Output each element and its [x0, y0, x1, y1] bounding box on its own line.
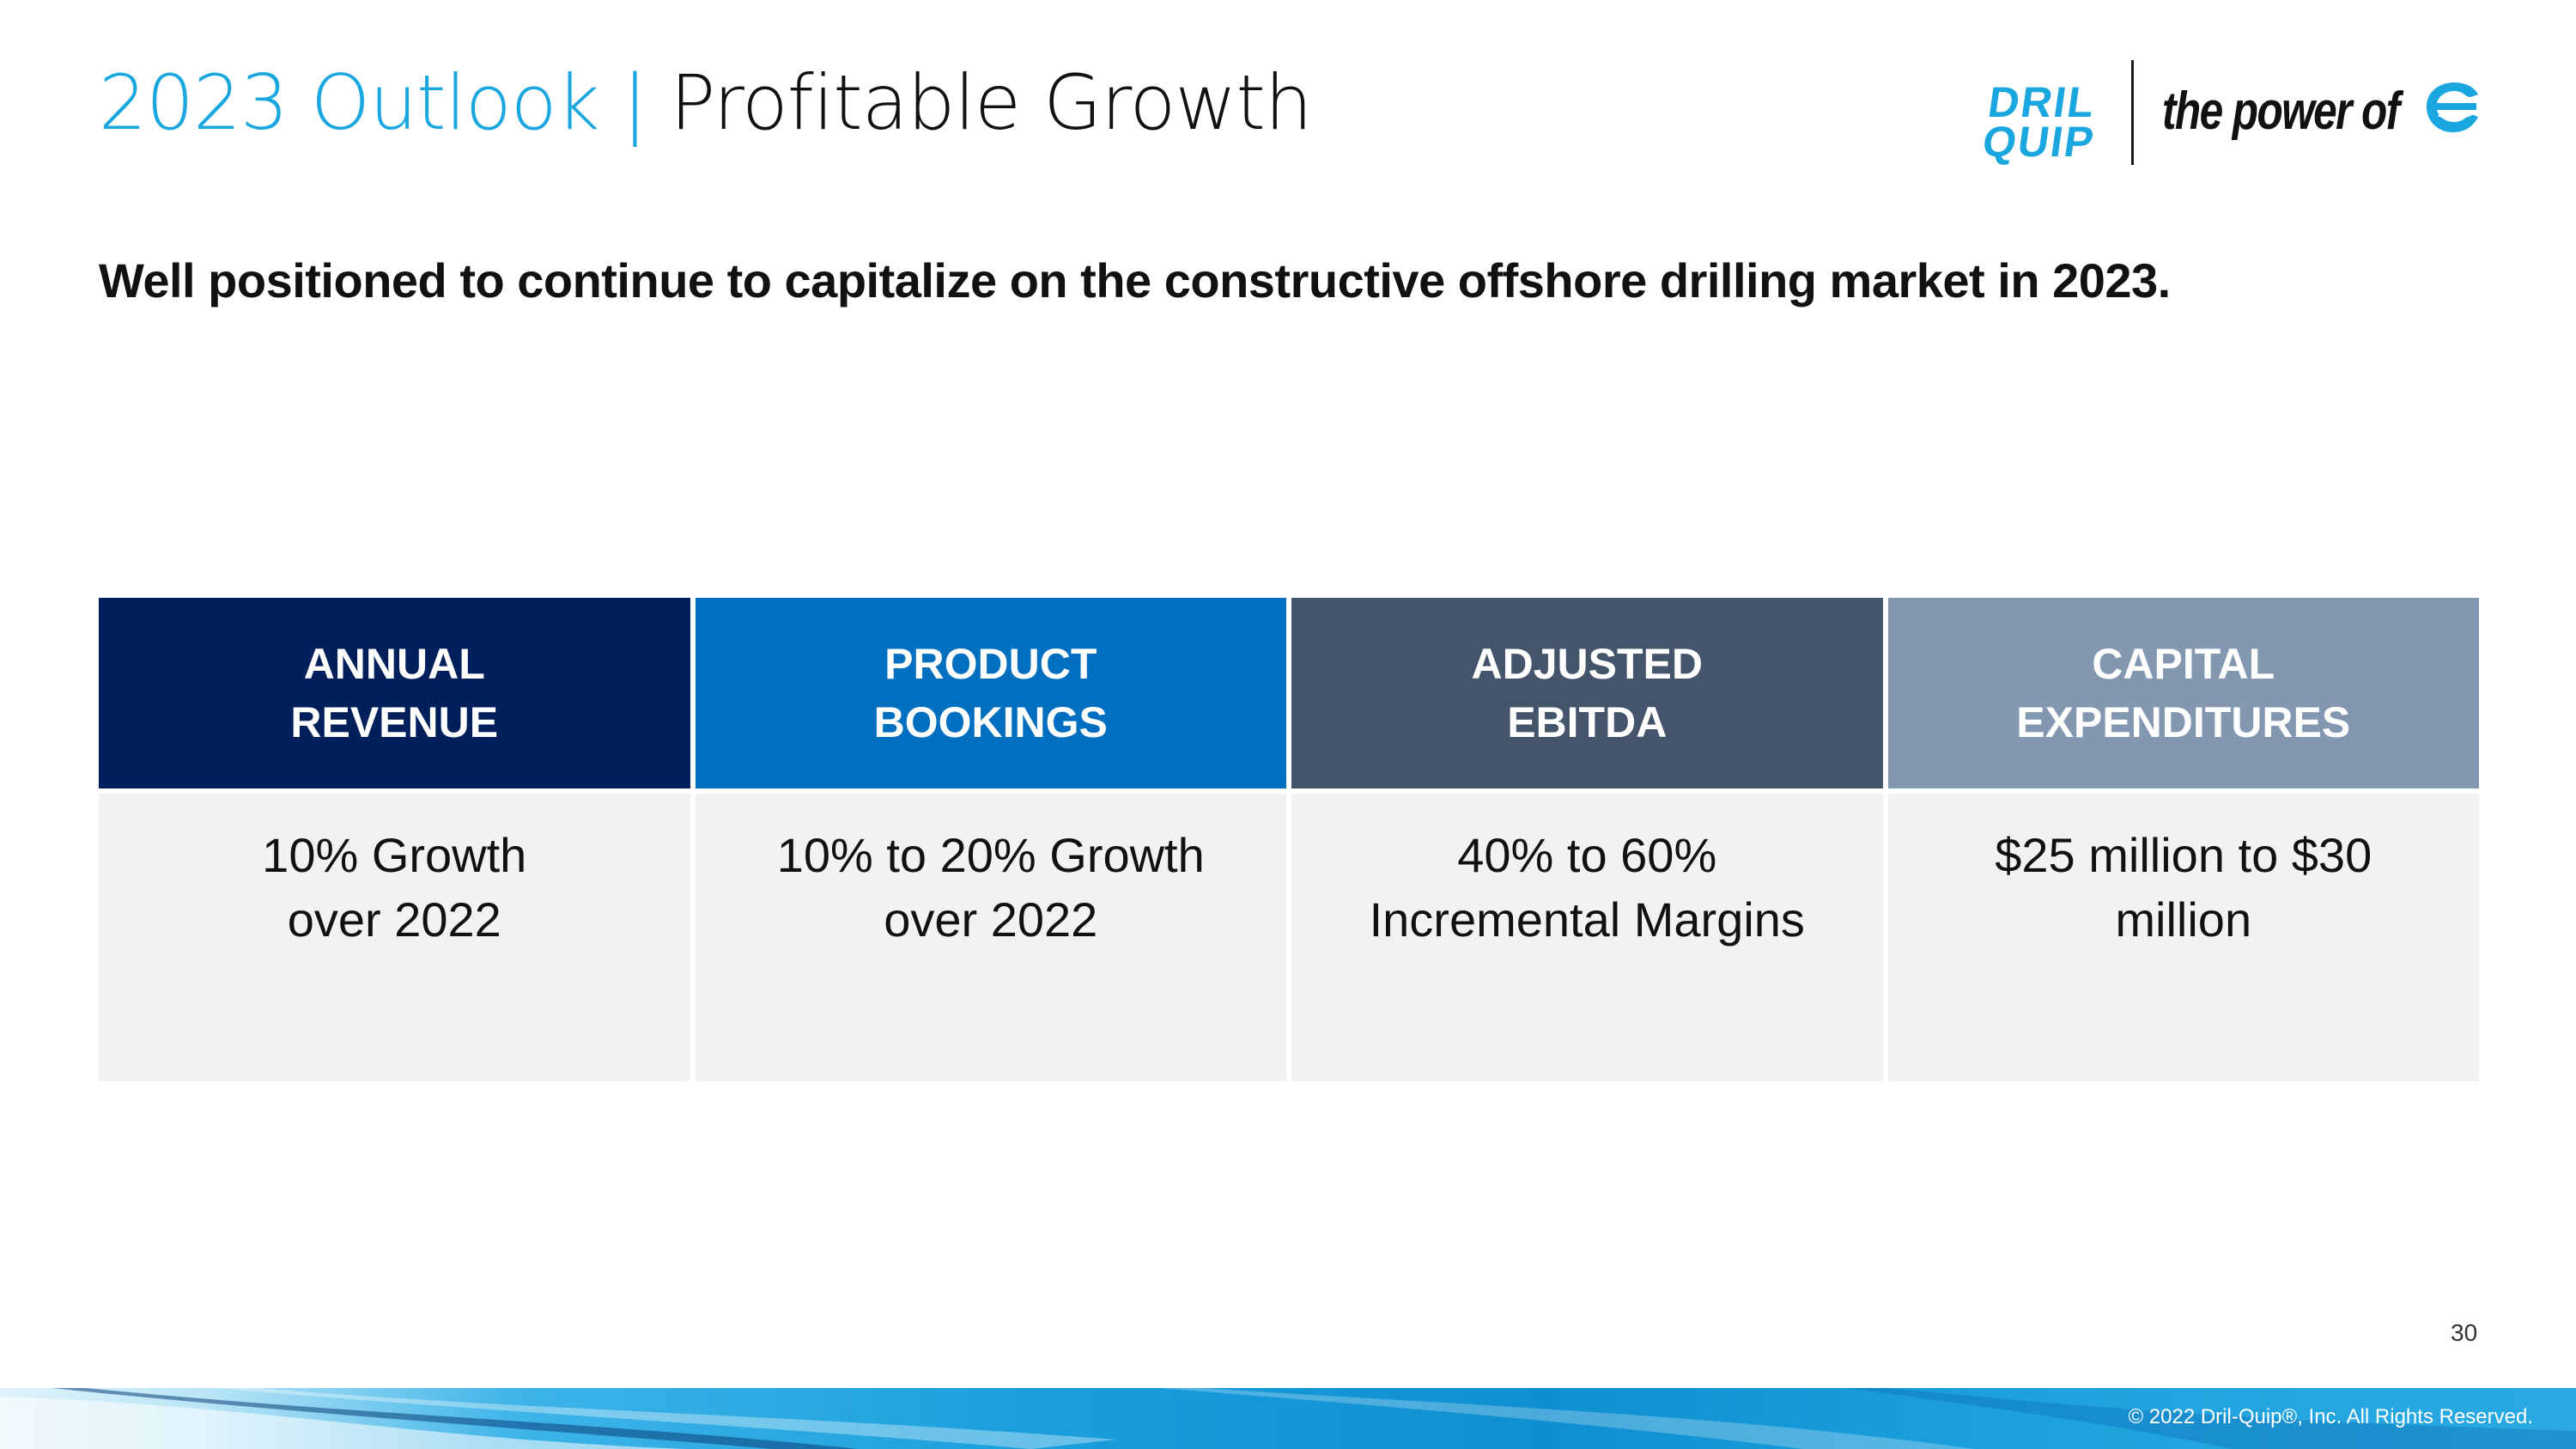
column-value: 10% to 20% Growth over 2022 [695, 794, 1286, 1081]
header-line: EXPENDITURES [2016, 698, 2351, 746]
value-line: over 2022 [287, 892, 501, 947]
column-header: PRODUCT BOOKINGS [695, 598, 1286, 788]
value-line: 10% to 20% Growth [776, 828, 1205, 882]
copyright-notice: © 2022 Dril-Quip®, Inc. All Rights Reser… [2128, 1405, 2533, 1428]
header-line: REVENUE [290, 698, 499, 746]
value-line: 10% Growth [262, 828, 527, 882]
header-line: ANNUAL [303, 640, 485, 688]
header-line: BOOKINGS [873, 698, 1108, 746]
slide-subtitle: Well positioned to continue to capitaliz… [99, 253, 2171, 307]
dril-quip-logo-mark: DRIL QUIP [1979, 78, 2110, 168]
page-title: 2023 Outlook | Profitable Growth [99, 65, 1313, 141]
column-adjusted-ebitda: ADJUSTED EBITDA 40% to 60% Incremental M… [1291, 598, 1883, 1081]
value-line: Incremental Margins [1369, 892, 1805, 947]
column-header: ANNUAL REVENUE [99, 598, 690, 788]
header-line: ADJUSTED [1471, 640, 1703, 688]
logo-e-icon [2427, 82, 2478, 132]
title-accent: 2023 Outlook [99, 58, 600, 147]
value-line: over 2022 [884, 892, 1098, 947]
footer-band: © 2022 Dril-Quip®, Inc. All Rights Reser… [0, 1388, 2576, 1449]
header-line: PRODUCT [884, 640, 1097, 688]
column-value: $25 million to $30 million [1887, 794, 2479, 1081]
title-main: Profitable Growth [670, 58, 1312, 147]
value-line: million [2115, 892, 2252, 947]
title-separator: | [622, 58, 648, 147]
header-line: CAPITAL [2092, 640, 2275, 688]
column-value: 40% to 60% Incremental Margins [1291, 794, 1883, 1081]
logo-name-line2: QUIP [1979, 118, 2099, 166]
logo-divider [2131, 60, 2134, 165]
value-line: 40% to 60% [1457, 828, 1717, 882]
footer-wave-graphic [0, 1388, 2576, 1449]
column-header: CAPITAL EXPENDITURES [1887, 598, 2479, 788]
header-line: EBITDA [1507, 698, 1668, 746]
column-annual-revenue: ANNUAL REVENUE 10% Growth over 2022 [99, 598, 690, 1081]
column-header: ADJUSTED EBITDA [1291, 598, 1883, 788]
value-line: $25 million to $30 [1995, 828, 2372, 882]
column-capital-expenditures: CAPITAL EXPENDITURES $25 million to $30 … [1887, 598, 2479, 1081]
outlook-table: ANNUAL REVENUE 10% Growth over 2022 PROD… [99, 598, 2479, 1081]
column-product-bookings: PRODUCT BOOKINGS 10% to 20% Growth over … [695, 598, 1286, 1081]
logo-tagline: the power of [2162, 82, 2400, 141]
company-logo: DRIL QUIP the power of [1979, 57, 2483, 168]
column-value: 10% Growth over 2022 [99, 794, 690, 1081]
page-number: 30 [2451, 1319, 2478, 1346]
logo-name-line1: DRIL [1984, 78, 2099, 126]
